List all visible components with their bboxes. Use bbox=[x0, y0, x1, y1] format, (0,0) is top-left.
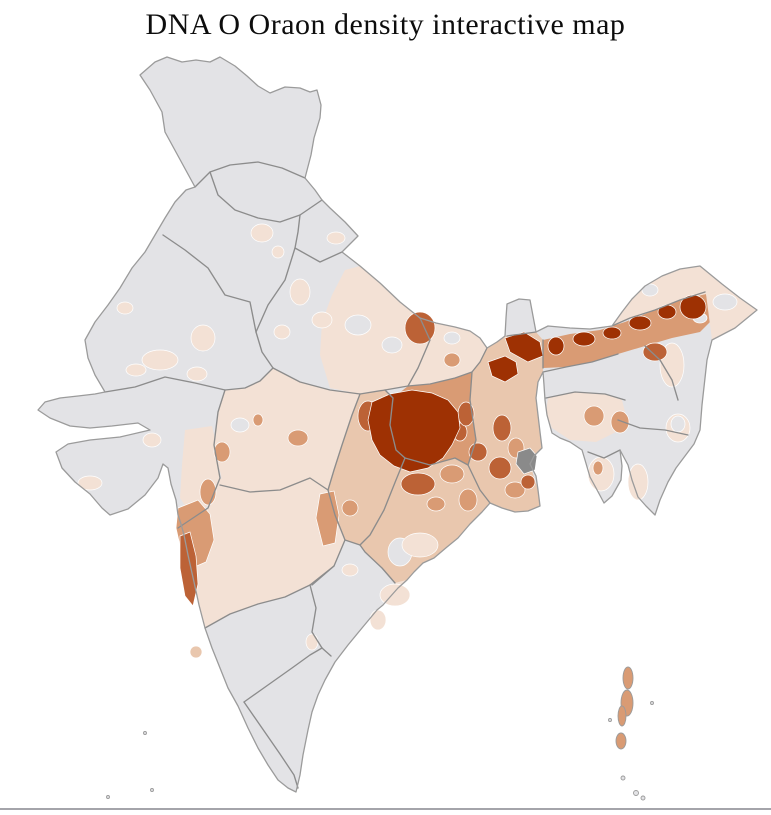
lakshadweep-islands[interactable] bbox=[106, 731, 154, 799]
island[interactable] bbox=[633, 790, 639, 796]
island[interactable] bbox=[617, 705, 627, 727]
island[interactable] bbox=[620, 775, 626, 781]
district-blob[interactable] bbox=[189, 645, 203, 659]
island[interactable] bbox=[150, 788, 154, 792]
state-borders-layer bbox=[104, 161, 706, 789]
island[interactable] bbox=[650, 701, 654, 705]
andaman-nicobar-islands[interactable] bbox=[608, 666, 654, 801]
island[interactable] bbox=[608, 718, 612, 722]
island[interactable] bbox=[106, 795, 110, 799]
map-title: DNA O Oraon density interactive map bbox=[145, 8, 626, 41]
island[interactable] bbox=[615, 732, 627, 750]
island[interactable] bbox=[143, 731, 147, 735]
bottom-divider bbox=[0, 808, 771, 810]
island[interactable] bbox=[622, 666, 634, 690]
island[interactable] bbox=[640, 795, 646, 801]
